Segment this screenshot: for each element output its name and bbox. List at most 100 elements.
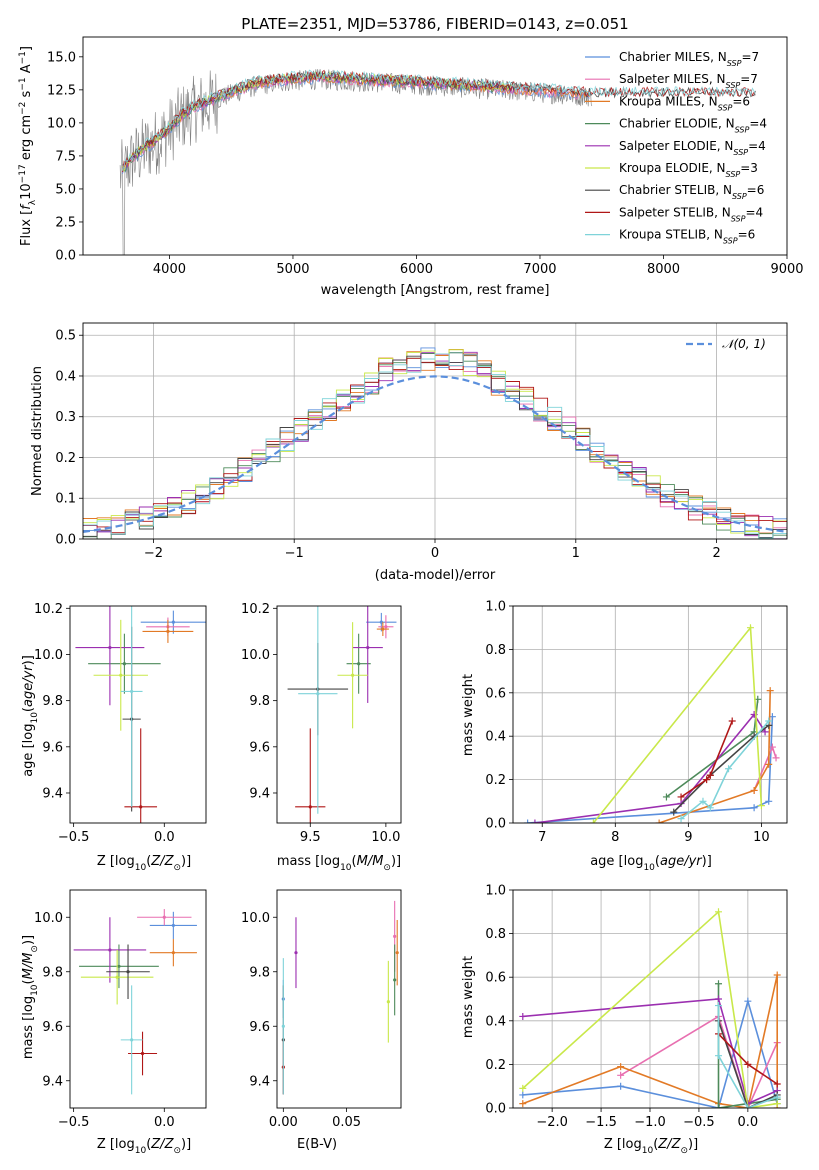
model-spectrum (122, 70, 756, 166)
y-tick-label: 1.0 (485, 884, 506, 899)
plus-marker (744, 1104, 752, 1108)
y-tick-label: 5.0 (55, 182, 76, 197)
y-tick-label: 7.5 (55, 149, 76, 164)
plus-marker (715, 908, 722, 916)
plus-marker (531, 819, 539, 823)
x-tick-label: 2 (712, 546, 720, 561)
mass-weight-line (522, 998, 778, 1105)
plus-marker (655, 819, 663, 823)
x-tick-label: 0.0 (154, 1115, 175, 1130)
legend-sub: SSP (732, 192, 747, 201)
plus-marker (765, 760, 773, 768)
plus-marker (706, 804, 714, 812)
point-marker (393, 934, 397, 938)
point-marker (281, 1024, 285, 1028)
y-tick-label: 0.0 (55, 249, 76, 264)
y-tick-label: 0.3 (55, 410, 76, 425)
residuals-frame (82, 322, 788, 540)
y-tick-label: 0.5 (55, 329, 76, 344)
y-tick-label: 0.8 (485, 643, 506, 658)
age-vs-Z-ylabel: age [log10(age/yr)] (21, 655, 40, 777)
x-tick-label: 0.05 (332, 1115, 361, 1130)
y-tick-label: 15.0 (47, 50, 76, 65)
y-tick-label: 10.0 (47, 116, 76, 131)
point-marker (351, 673, 355, 677)
mass_vs_Z-frame (69, 889, 207, 1109)
legend-sub: SSP (726, 170, 741, 179)
x-tick-label: 7 (538, 830, 546, 845)
legend-label: Chabrier MILES, NSSP=7 (619, 50, 759, 68)
plus-marker (766, 687, 774, 695)
point-marker (386, 1000, 390, 1004)
x-tick-label: 10 (753, 830, 770, 845)
point-marker (171, 951, 175, 955)
plus-marker (519, 1012, 527, 1020)
plus-marker (765, 717, 773, 725)
y-tick-label: 0.0 (55, 533, 76, 548)
point-marker (381, 627, 385, 631)
mass-weight-Z-ylabel: mass weight (461, 956, 476, 1038)
plus-marker (519, 1091, 527, 1099)
y-tick-label: 12.5 (47, 83, 76, 98)
mass_weight_vs_Z-frame (512, 889, 788, 1109)
point-marker (140, 1051, 145, 1056)
mass_vs_ebv-frame (276, 889, 402, 1109)
point-marker (316, 692, 320, 696)
plus-marker (772, 754, 780, 762)
legend-sub: SSP (727, 59, 742, 68)
point-marker (122, 662, 126, 666)
age_vs_mass-axes: 9.5 10.0 9.4 9.6 9.8 10.0 10.2 (241, 602, 400, 845)
y-tick-label: 0.6 (485, 971, 506, 986)
y-tick-label: 10.0 (34, 911, 63, 926)
point-marker (395, 951, 399, 955)
point-marker (357, 662, 361, 666)
residual-histogram (83, 353, 787, 534)
x-tick-label: 0 (431, 546, 439, 561)
mass-weight-age-xlabel: age [log10(age/yr)] (590, 854, 712, 873)
spectrum-legend: Chabrier MILES, NSSP=7 Salpeter MILES, NS… (585, 50, 767, 245)
mass-weight-line (680, 720, 733, 798)
x-tick-label: 0.0 (738, 1115, 759, 1130)
mass-weight-age-ylabel: mass weight (461, 674, 476, 756)
legend-label: Salpeter ELODIE, NSSP=4 (619, 139, 766, 157)
plus-marker (744, 1060, 752, 1068)
plus-marker (524, 819, 532, 823)
plus-marker (715, 1002, 722, 1010)
residual-histogram (83, 353, 787, 539)
point-marker (294, 951, 298, 955)
age-vs-Z-xlabel: Z [log10(Z/Z⊙)] (97, 854, 191, 873)
x-tick-label: −0.5 (58, 830, 90, 845)
x-tick-label: 6000 (400, 262, 433, 277)
x-tick-label: 8000 (647, 262, 680, 277)
y-tick-label: 10.0 (34, 648, 63, 663)
spectrum-axes: 4000 5000 6000 7000 8000 9000 0.0 2.5 5.0 7.5 10.0… (47, 50, 804, 277)
point-marker (119, 673, 123, 677)
age_vs_Z-frame (69, 605, 207, 824)
spectrum-frame (82, 36, 788, 256)
plus-marker (617, 1063, 625, 1071)
legend-sub: SSP (733, 147, 748, 156)
y-tick-label: 0.0 (485, 817, 506, 832)
mass_vs_Z-errorbars (73, 909, 197, 1095)
mass_vs_ebv-axes: 0.00 0.05 9.4 9.6 9.8 10.0 (241, 911, 361, 1130)
observed-spectrum (119, 69, 593, 255)
y-tick-label: 1.0 (485, 600, 506, 615)
plus-marker (589, 819, 597, 823)
mass-weight-line (522, 998, 778, 1108)
age_vs_Z-axes: −0.5 0.0 9.4 9.6 9.8 10.0 10.2 (34, 602, 175, 845)
spectrum-title: PLATE=2351, MJD=53786, FIBERID=0143, z=0… (241, 15, 628, 33)
plus-marker (662, 793, 670, 801)
y-tick-label: 0.4 (485, 730, 506, 745)
spectrum-lines (119, 69, 756, 255)
mass-weight-line (658, 690, 771, 823)
x-tick-label: −0.5 (683, 1115, 715, 1130)
point-marker (139, 805, 143, 809)
y-tick-label: 9.4 (42, 1074, 63, 1089)
plus-marker (773, 1080, 781, 1088)
point-marker (126, 970, 130, 974)
y-tick-label: 10.2 (241, 602, 270, 617)
plus-marker (706, 771, 714, 779)
point-marker (108, 645, 112, 650)
normal-legend-label: 𝒩(0, 1) (722, 337, 766, 351)
plus-marker (715, 980, 722, 988)
